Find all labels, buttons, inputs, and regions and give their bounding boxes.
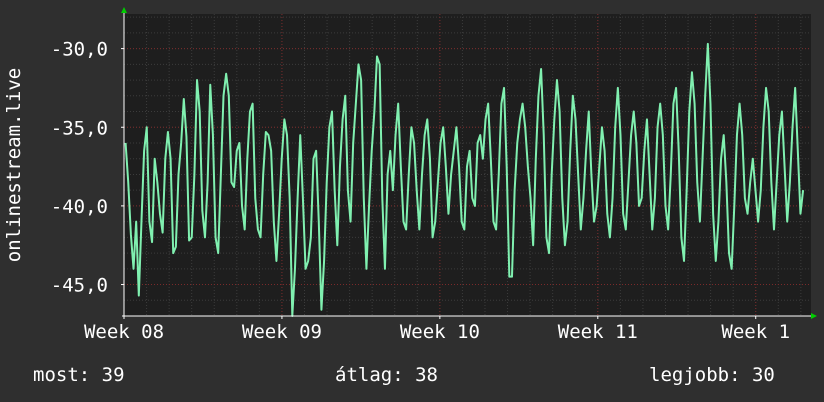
max-value-label: legjobb: 30 — [649, 364, 775, 386]
y-tick-label: -45,0 — [51, 275, 108, 297]
x-tick-labels: Week 08 Week 09 Week 10 Week 11 Week 1 — [84, 316, 790, 343]
x-tick-label: Week 08 — [84, 321, 164, 343]
y-tick-label: -40,0 — [51, 196, 108, 218]
series-line-0 — [124, 42, 805, 317]
x-tick-label: Week 10 — [400, 321, 480, 343]
y-axis-label: onlinestream.live — [3, 68, 25, 262]
x-axis-arrow-icon — [811, 313, 817, 319]
average-value-label: átlag: 38 — [335, 364, 438, 386]
x-tick-label: Week 1 — [721, 321, 790, 343]
x-tick-label: Week 11 — [558, 321, 638, 343]
axes — [121, 7, 817, 319]
y-axis-arrow-icon — [121, 7, 127, 13]
current-value-label: most: 39 — [33, 364, 125, 386]
y-tick-label: -30,0 — [51, 39, 108, 61]
y-tick-labels: -30,0 -35,0 -40,0 -45,0 — [51, 39, 124, 297]
y-tick-label: -35,0 — [51, 117, 108, 139]
x-tick-label: Week 09 — [242, 321, 322, 343]
series-layer — [124, 42, 805, 317]
